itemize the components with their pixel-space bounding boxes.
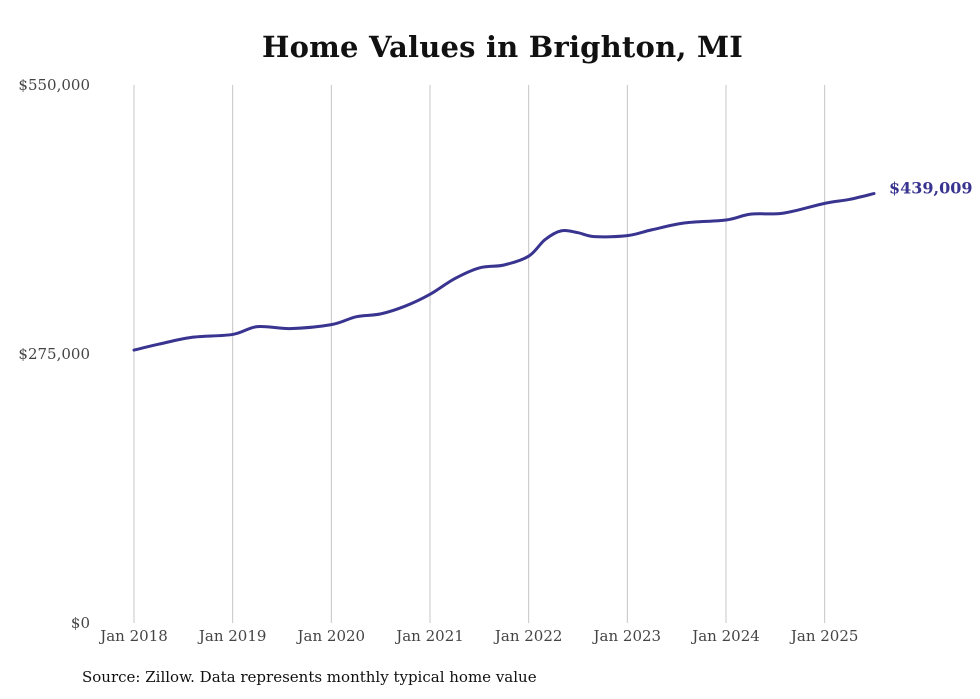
end-value-label: $439,009 bbox=[889, 179, 973, 198]
x-tick-label-0: Jan 2018 bbox=[98, 627, 168, 645]
x-tick-label-7: Jan 2025 bbox=[789, 627, 859, 645]
x-tick-label-3: Jan 2021 bbox=[394, 627, 464, 645]
y-tick-label-1: $275,000 bbox=[18, 345, 90, 363]
series-line-0 bbox=[132, 192, 876, 352]
x-tick-label-4: Jan 2022 bbox=[493, 627, 563, 645]
end-label-layer: $439,009 bbox=[889, 179, 973, 198]
x-tick-label-5: Jan 2023 bbox=[592, 627, 662, 645]
series-layer bbox=[132, 192, 876, 352]
y-axis-ticks: $0 $275,000 $550,000 bbox=[18, 76, 90, 632]
chart-title: Home Values in Brighton, MI bbox=[261, 30, 744, 64]
x-tick-label-1: Jan 2019 bbox=[197, 627, 267, 645]
source-note: Source: Zillow. Data represents monthly … bbox=[82, 668, 537, 686]
x-axis-ticks: Jan 2018 Jan 2019 Jan 2020 Jan 2021 Jan 2022… bbox=[98, 627, 858, 645]
y-tick-label-0: $0 bbox=[71, 614, 90, 632]
x-tick-label-2: Jan 2020 bbox=[296, 627, 366, 645]
y-tick-label-2: $550,000 bbox=[18, 76, 90, 94]
x-tick-label-6: Jan 2024 bbox=[690, 627, 760, 645]
vertical-grid bbox=[133, 85, 826, 623]
